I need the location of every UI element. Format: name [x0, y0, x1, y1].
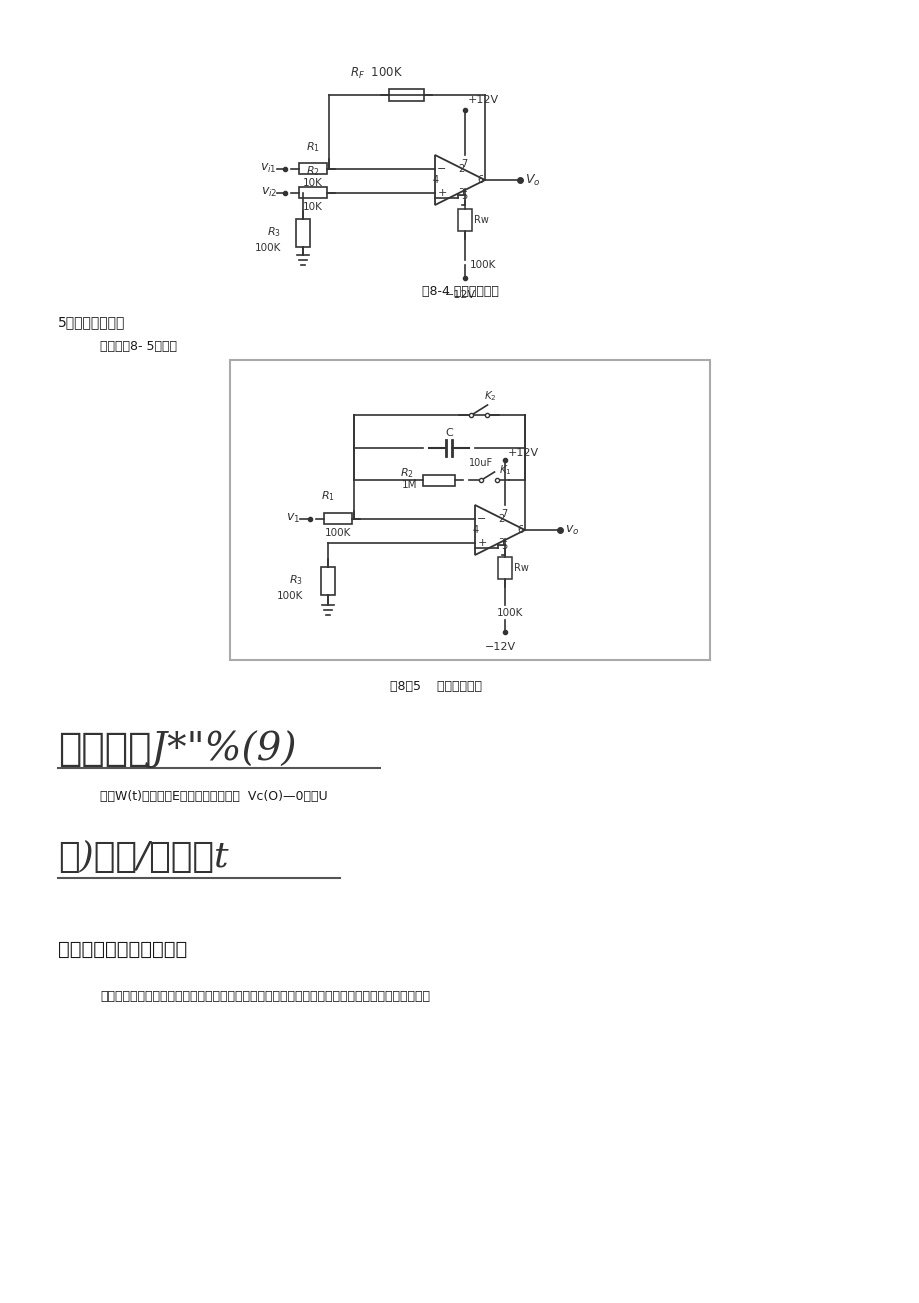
Text: $R_3$: $R_3$	[267, 225, 280, 240]
Text: 100K: 100K	[496, 609, 523, 618]
Text: 4: 4	[433, 175, 438, 185]
Text: $v_{i1}$: $v_{i1}$	[260, 162, 277, 175]
Bar	[497, 556, 512, 579]
Text: $R_3$: $R_3$	[289, 573, 302, 588]
Bar	[458, 208, 471, 231]
Bar	[230, 360, 709, 661]
Text: 1M: 1M	[402, 480, 417, 490]
Text: $R_1$: $R_1$	[306, 139, 320, 154]
Bar	[299, 163, 326, 175]
Text: $K_1$: $K_1$	[499, 463, 512, 477]
Bar	[296, 219, 310, 246]
Text: 7: 7	[500, 509, 506, 519]
Text: 四、实验内容及实验步骤: 四、实验内容及实验步骤	[58, 939, 187, 959]
Bar	[423, 474, 455, 486]
Text: 2: 2	[458, 163, 463, 173]
Text: +12V: +12V	[468, 95, 499, 106]
Text: 实验前要看清运放组件各管脚的位置；切忌正负电源极性接反和输出端短路，否则将会损坏集成块。: 实验前要看清运放组件各管脚的位置；切忌正负电源极性接反和输出端短路，否则将会损坏…	[100, 990, 429, 1003]
Text: 10K: 10K	[302, 202, 323, 211]
Text: 3: 3	[497, 538, 504, 547]
Text: 10K: 10K	[302, 177, 323, 188]
Text: 5: 5	[500, 541, 506, 551]
Text: Rw: Rw	[473, 215, 488, 225]
Text: 100K: 100K	[255, 242, 280, 253]
Text: $v_o$: $v_o$	[564, 524, 579, 537]
Text: 如果W(t)是幅值为E的阶跃电压，并设  Vc(O)—0，贝U: 如果W(t)是幅值为E的阶跃电压，并设 Vc(O)—0，贝U	[100, 790, 327, 803]
Text: 100K: 100K	[277, 590, 302, 601]
Text: 3: 3	[458, 188, 463, 198]
Text: $R_1$: $R_1$	[321, 489, 335, 503]
Text: 从）「話J*"%(9): 从）「話J*"%(9)	[58, 730, 296, 767]
Text: 电路如图8- 5所示。: 电路如图8- 5所示。	[100, 340, 176, 353]
Text: +: +	[477, 538, 486, 547]
Text: −12V: −12V	[444, 291, 475, 300]
Text: 10uF: 10uF	[469, 457, 493, 468]
Text: 图8-4 减法运算电路: 图8-4 减法运算电路	[421, 285, 498, 298]
Text: −: −	[437, 163, 447, 173]
Bar	[321, 567, 335, 594]
Text: 100K: 100K	[470, 261, 496, 270]
Text: 2: 2	[497, 513, 504, 524]
Text: $v_1$: $v_1$	[286, 512, 300, 525]
Text: 吵)一需/严一話t: 吵)一需/严一話t	[58, 840, 228, 874]
Text: 5: 5	[460, 192, 467, 201]
Text: $R_F$  100K: $R_F$ 100K	[350, 66, 403, 81]
Bar	[299, 188, 326, 198]
Text: +: +	[437, 188, 447, 198]
Text: 6: 6	[476, 175, 482, 185]
Text: 图8－5    积分运算电路: 图8－5 积分运算电路	[390, 680, 482, 693]
Text: C: C	[445, 427, 453, 438]
Text: 5、积分运算电路: 5、积分运算电路	[58, 315, 125, 328]
Bar	[389, 89, 424, 102]
Text: +12V: +12V	[507, 448, 539, 457]
Text: $R_2$: $R_2$	[399, 466, 413, 480]
Text: $v_{i2}$: $v_{i2}$	[260, 186, 277, 199]
Text: 7: 7	[460, 159, 467, 169]
Text: 6: 6	[516, 525, 523, 536]
Text: 4: 4	[472, 525, 479, 536]
Bar	[323, 513, 352, 524]
Text: −: −	[477, 513, 486, 524]
Text: 100K: 100K	[324, 528, 351, 538]
Text: −12V: −12V	[484, 642, 515, 652]
Text: $K_2$: $K_2$	[484, 390, 496, 403]
Text: $V_o$: $V_o$	[525, 172, 540, 188]
Text: Rw: Rw	[514, 563, 528, 573]
Text: $R_2$: $R_2$	[306, 164, 320, 177]
